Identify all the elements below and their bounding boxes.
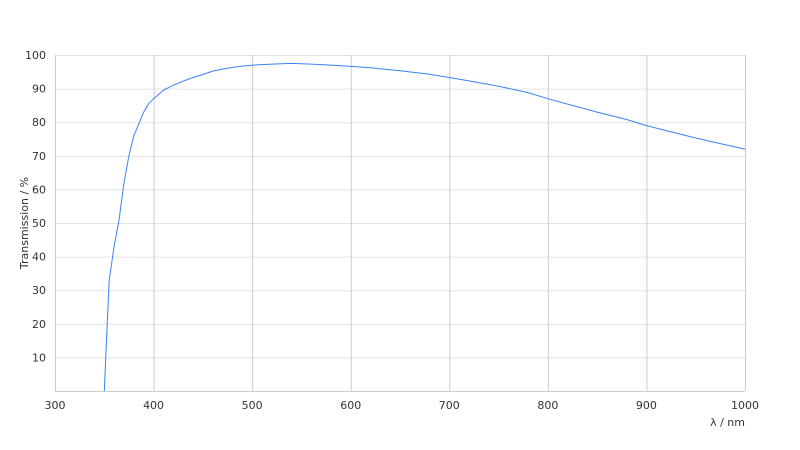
y-tick-label: 50 bbox=[32, 217, 46, 230]
y-tick-label: 100 bbox=[25, 49, 46, 62]
x-tick-label: 600 bbox=[340, 399, 361, 412]
grid bbox=[55, 55, 746, 392]
y-tick-label: 20 bbox=[32, 318, 46, 331]
x-tick-label: 300 bbox=[45, 399, 66, 412]
x-tick-label: 700 bbox=[439, 399, 460, 412]
y-tick-label: 70 bbox=[32, 150, 46, 163]
y-tick-label: 30 bbox=[32, 284, 46, 297]
x-tick-label: 500 bbox=[242, 399, 263, 412]
y-tick-label: 80 bbox=[32, 116, 46, 129]
series-line bbox=[103, 62, 746, 392]
y-tick-label: 40 bbox=[32, 251, 46, 264]
y-tick-label: 60 bbox=[32, 183, 46, 196]
x-tick-label: 1000 bbox=[731, 399, 759, 412]
y-tick-label: 10 bbox=[32, 351, 46, 364]
tick-labels: 10 20 30 40 50 60 70 80 90 100 300 400 500 600 700 800 9… bbox=[25, 49, 759, 412]
x-tick-label: 400 bbox=[143, 399, 164, 412]
y-axis-label: Transmission / % bbox=[18, 177, 31, 270]
x-tick-label: 900 bbox=[636, 399, 657, 412]
x-tick-label: 800 bbox=[537, 399, 558, 412]
y-tick-label: 90 bbox=[32, 83, 46, 96]
x-axis-label: λ / nm bbox=[710, 416, 745, 429]
